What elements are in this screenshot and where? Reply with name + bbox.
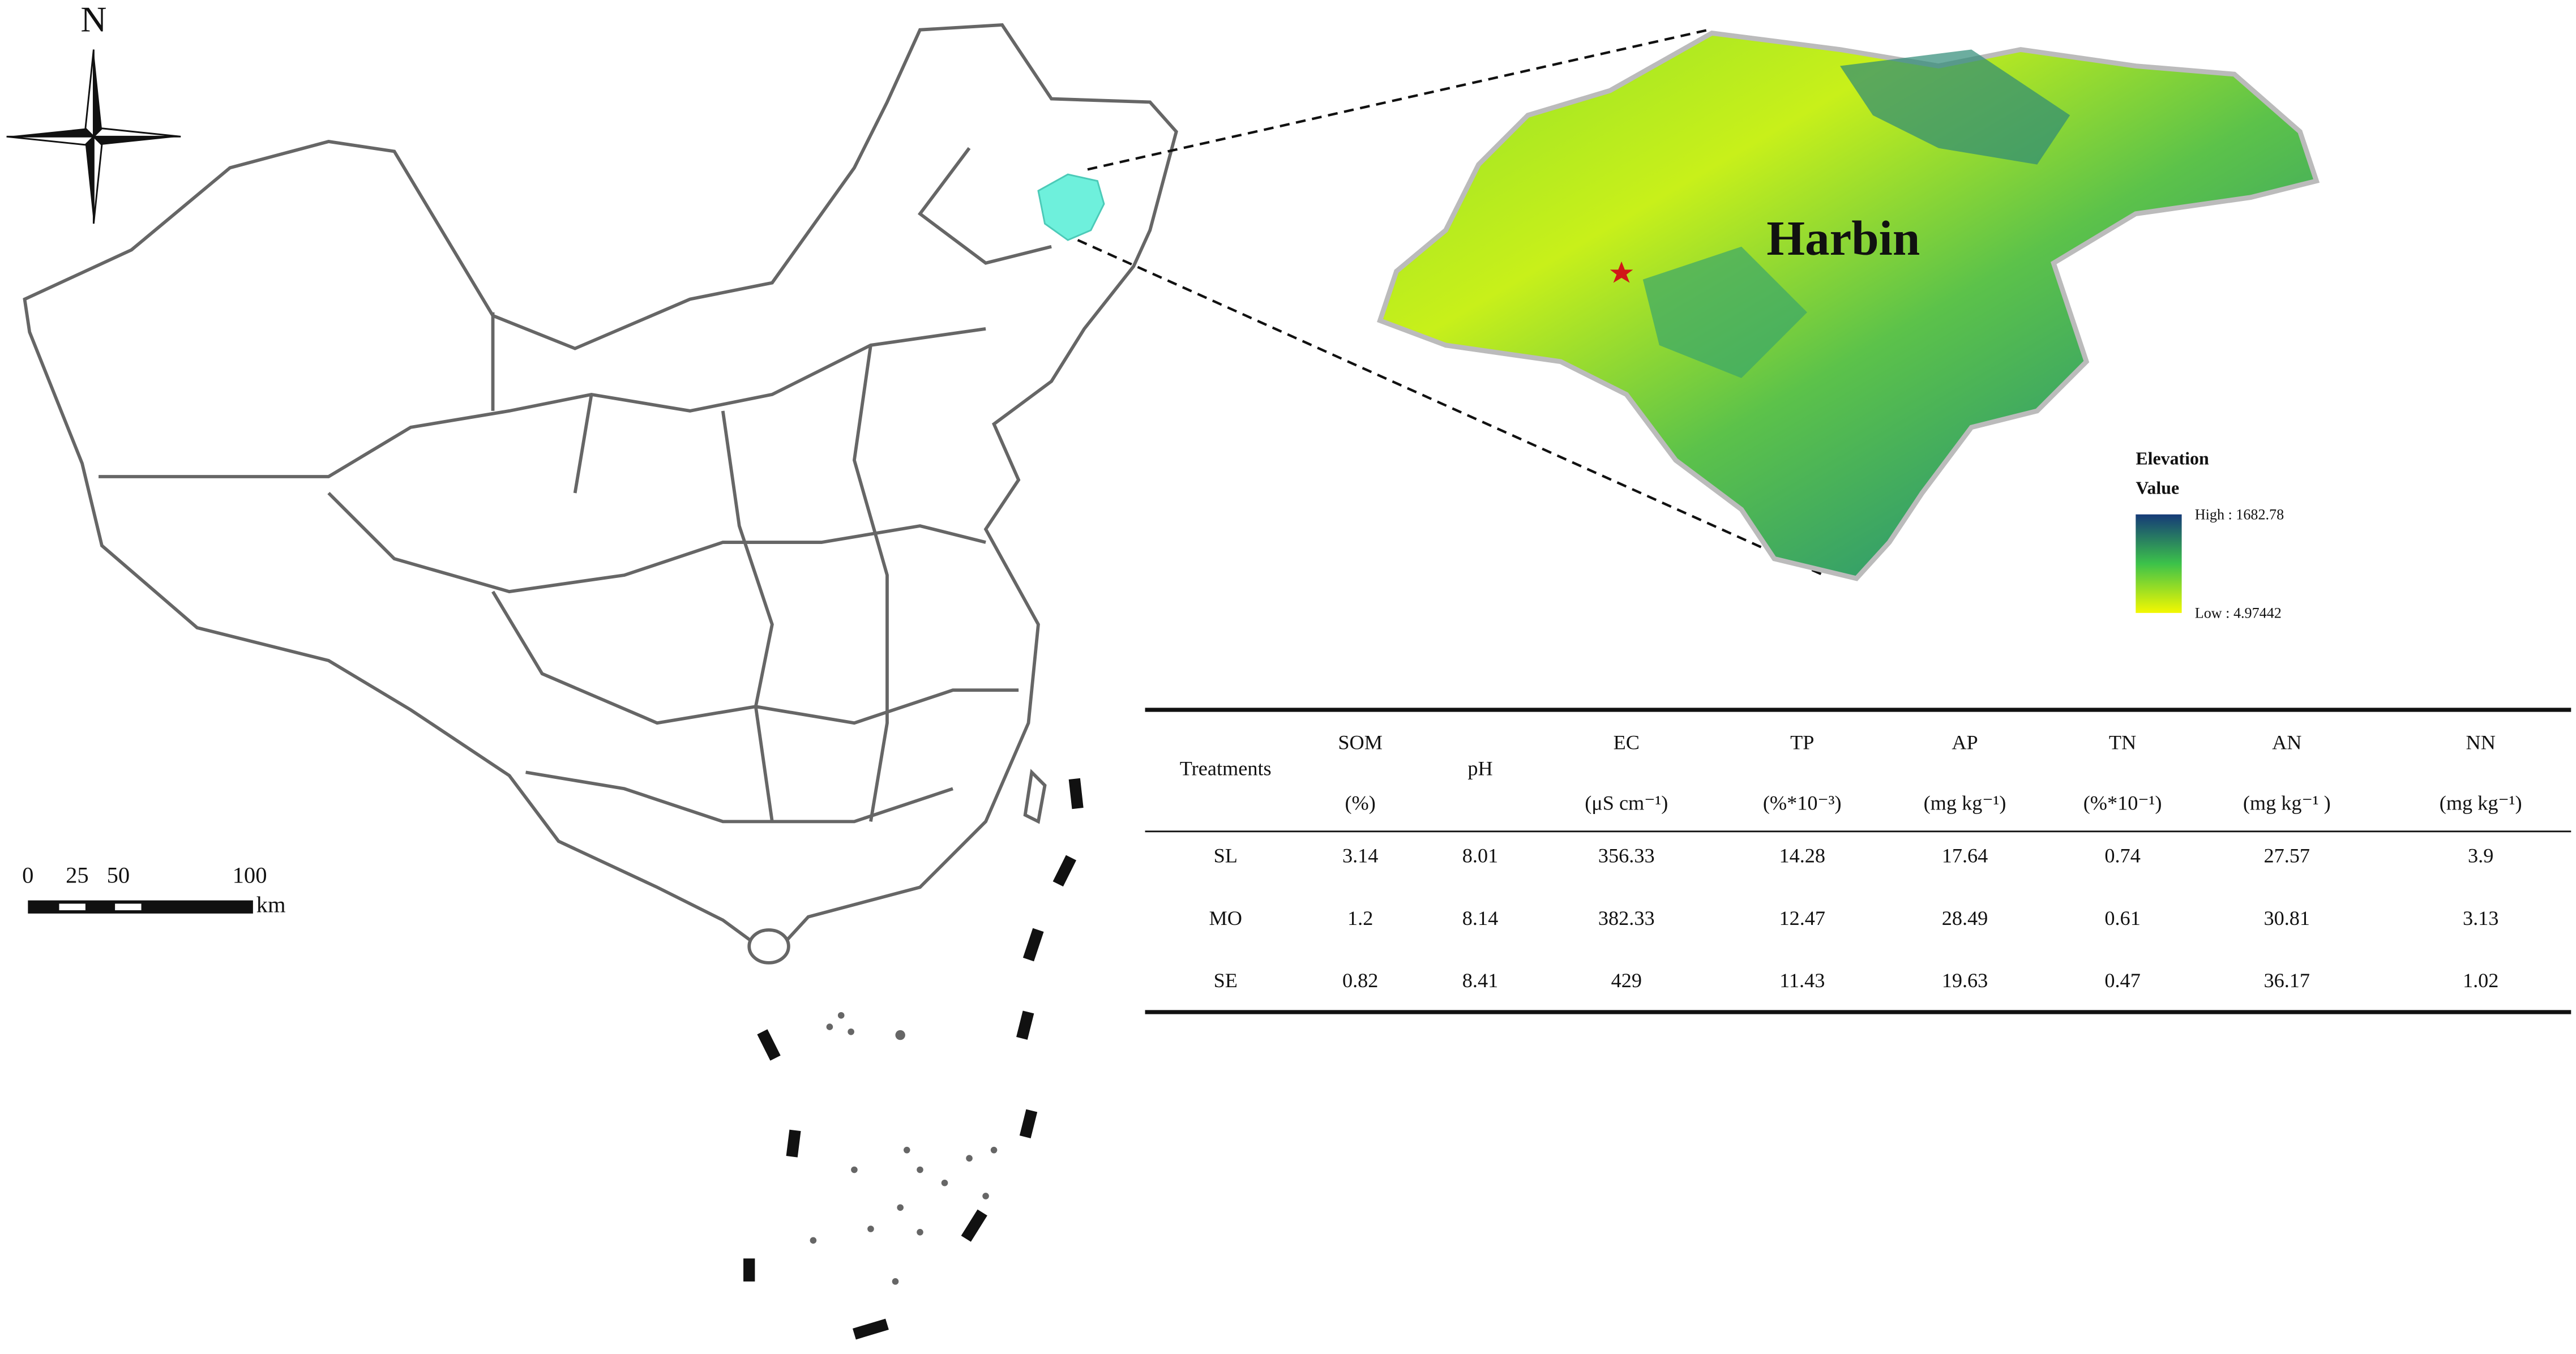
header-unit: (%) [1345,792,1375,815]
china-map [23,23,1178,965]
table-cell: 1.2 [1347,907,1373,929]
header-unit: (%*10⁻¹) [2083,792,2162,815]
table-cell: 0.74 [2104,845,2140,867]
header-cell: AN [2272,731,2301,753]
header-cell: TP [1790,731,1814,753]
table-cell: 356.33 [1598,845,1655,867]
header-cell: pH [1467,757,1492,780]
scale-label: 0 [22,862,33,888]
table-cell: 19.63 [1942,969,1988,992]
table-cell: 28.49 [1942,907,1988,929]
scale-label: 50 [107,862,130,888]
table-cell: 1.02 [2463,969,2498,992]
table-cell: 8.01 [1462,845,1498,867]
header-cell: SOM [1338,731,1383,753]
table-cell: 36.17 [2263,969,2310,992]
islands [810,1012,998,1285]
table-cell: 8.14 [1462,907,1498,929]
table-cell: 429 [1611,969,1642,992]
legend-low: Low : 4.97442 [2195,605,2282,622]
table-cell: 3.14 [1342,845,1378,867]
table-cell: 3.13 [2463,907,2498,929]
site-marker [1610,261,1633,283]
connector-line [1077,239,1824,577]
header-unit: (mg kg⁻¹ ) [2243,792,2331,815]
legend-high: High : 1682.78 [2195,507,2284,523]
table-cell: 30.81 [2263,907,2310,929]
table-cell: SL [1214,845,1238,867]
header-unit: (mg kg⁻¹) [1924,792,2006,815]
table-cell: 382.33 [1598,907,1655,929]
table-cell: 0.82 [1342,969,1378,992]
header-unit: (%*10⁻³) [1763,792,1842,815]
connector-line [1087,28,1709,171]
legend-title: Elevation [2136,448,2209,468]
table-cell: 8.41 [1462,969,1498,992]
table-cell: 12.47 [1779,907,1825,929]
inset-title: Harbin [1766,211,1920,265]
header-unit: (μS cm⁻¹) [1585,792,1668,815]
scale-unit: km [256,892,286,918]
table-cell: 0.47 [2104,969,2140,992]
terrain [1840,49,2070,165]
header-cell: NN [2466,731,2496,753]
scale-label: 100 [233,862,267,888]
table-cell: 17.64 [1942,845,1988,867]
header-cell: Treatments [1180,757,1272,780]
harbin-highlight [1037,173,1105,241]
table-cell: 27.57 [2263,845,2310,867]
legend-subtitle: Value [2136,478,2179,498]
north-label: N [80,0,106,40]
terrain [1642,246,1807,378]
header-cell: AP [1952,731,1978,753]
table-cell: 11.43 [1779,969,1825,992]
header-cell: TN [2109,731,2136,753]
scale-bar [28,900,253,914]
table-cell: MO [1209,907,1242,929]
nine-dash-line [743,778,1084,1340]
header-unit: (mg kg⁻¹) [2440,792,2522,815]
elevation-map [1377,30,2320,581]
legend-ramp [2136,514,2182,613]
table-cell: SE [1214,969,1238,992]
scale-label: 25 [66,862,89,888]
header-cell: EC [1614,731,1640,753]
table-cell: 14.28 [1779,845,1825,867]
compass [6,49,181,224]
table-cell: 3.9 [2468,845,2493,867]
table-cell: 0.61 [2104,907,2140,929]
